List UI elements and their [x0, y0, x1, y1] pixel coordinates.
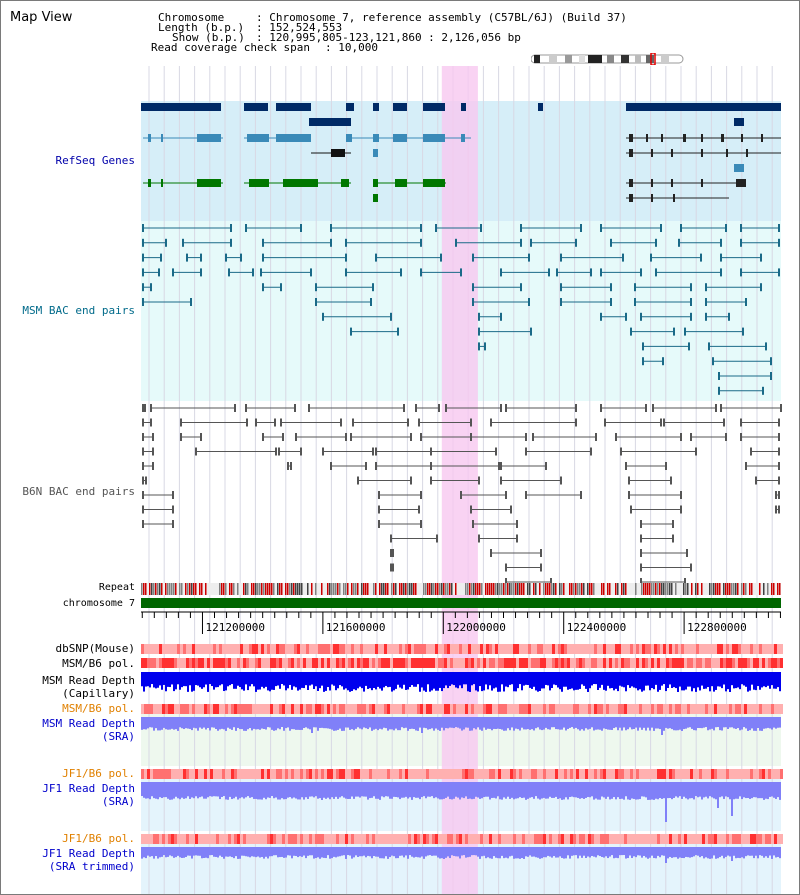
jf1-depth-sra-bars [141, 782, 781, 822]
msm-depth-capillary-label-2[interactable]: (Capillary) [62, 687, 135, 700]
position-axis: 121200000 121600000 122000000 122400000 1228… [141, 611, 781, 634]
jf1-depth-sra-label-1[interactable]: JF1 Read Depth [42, 782, 135, 795]
refseq-gene-features [141, 103, 781, 202]
axis-tick-label: 121200000 [205, 621, 265, 634]
msm-b6-pol-2-strip [141, 704, 783, 714]
gene-block[interactable] [626, 103, 781, 111]
jf1-b6-pol-strip [141, 769, 783, 779]
axis-tick-label: 122800000 [687, 621, 747, 634]
axis-tick-label: 121600000 [326, 621, 386, 634]
jf1-depth-trim-label-1[interactable]: JF1 Read Depth [42, 847, 135, 860]
gene-block[interactable] [141, 103, 221, 111]
jf1-depth-sra-label-2[interactable]: (SRA) [101, 795, 135, 808]
msm-bac-pairs [142, 224, 780, 395]
msm-depth-sra-label-1[interactable]: MSM Read Depth [42, 717, 135, 730]
repeat-track [141, 583, 781, 595]
b6n-bac-pairs [142, 404, 782, 586]
chromosome-bar[interactable] [141, 598, 781, 608]
msm-b6-pol-2-label[interactable]: MSM/B6 pol. [62, 702, 135, 715]
axis-tick-label: 122400000 [567, 621, 627, 634]
chromosome-value: : Chromosome 7, reference assembly (C57B… [256, 11, 627, 24]
dbsnp-label[interactable]: dbSNP(Mouse) [55, 642, 135, 655]
show-value: : 120,995,805-123,121,860 : 2,126,056 bp [256, 31, 521, 44]
jf1-depth-trim-label-2[interactable]: (SRA trimmed) [48, 860, 135, 873]
span-key: Read coverage check span [151, 41, 310, 54]
msm-depth-sra-bars [141, 717, 781, 735]
jf1-b6-pol-2-strip [141, 834, 783, 844]
msm-b6-pol-strip [141, 658, 783, 668]
refseq-genes-label[interactable]: RefSeq Genes [55, 154, 135, 167]
chromosome-key: Chromosome [158, 11, 225, 24]
chromosome-ideogram[interactable] [531, 53, 686, 65]
jf1-b6-pol-2-label[interactable]: JF1/B6 pol. [62, 832, 135, 845]
span-value: : 10,000 [325, 41, 378, 54]
current-view-marker [650, 53, 656, 65]
msm-depth-capillary-label-1[interactable]: MSM Read Depth [42, 674, 135, 687]
length-key: Length (b.p.) [158, 21, 245, 34]
msm-depth-sra-label-2[interactable]: (SRA) [101, 730, 135, 743]
dbsnp-strip [141, 644, 783, 654]
show-key: Show (b.p.) [172, 31, 245, 44]
length-value: : 152,524,553 [256, 21, 343, 34]
msm-depth-capillary-bars [141, 672, 781, 692]
panel-title: Map View [10, 10, 73, 25]
b6n-bac-label[interactable]: B6N BAC end pairs [22, 485, 135, 498]
repeat-label: Repeat [98, 582, 135, 593]
chromosome-label: chromosome 7 [62, 598, 135, 609]
axis-tick-label: 122000000 [446, 621, 506, 634]
jf1-depth-trim-bars [141, 847, 781, 863]
jf1-b6-pol-label[interactable]: JF1/B6 pol. [62, 767, 135, 780]
msm-bac-label[interactable]: MSM BAC end pairs [22, 304, 135, 317]
msm-b6-pol-label[interactable]: MSM/B6 pol. [62, 657, 135, 670]
